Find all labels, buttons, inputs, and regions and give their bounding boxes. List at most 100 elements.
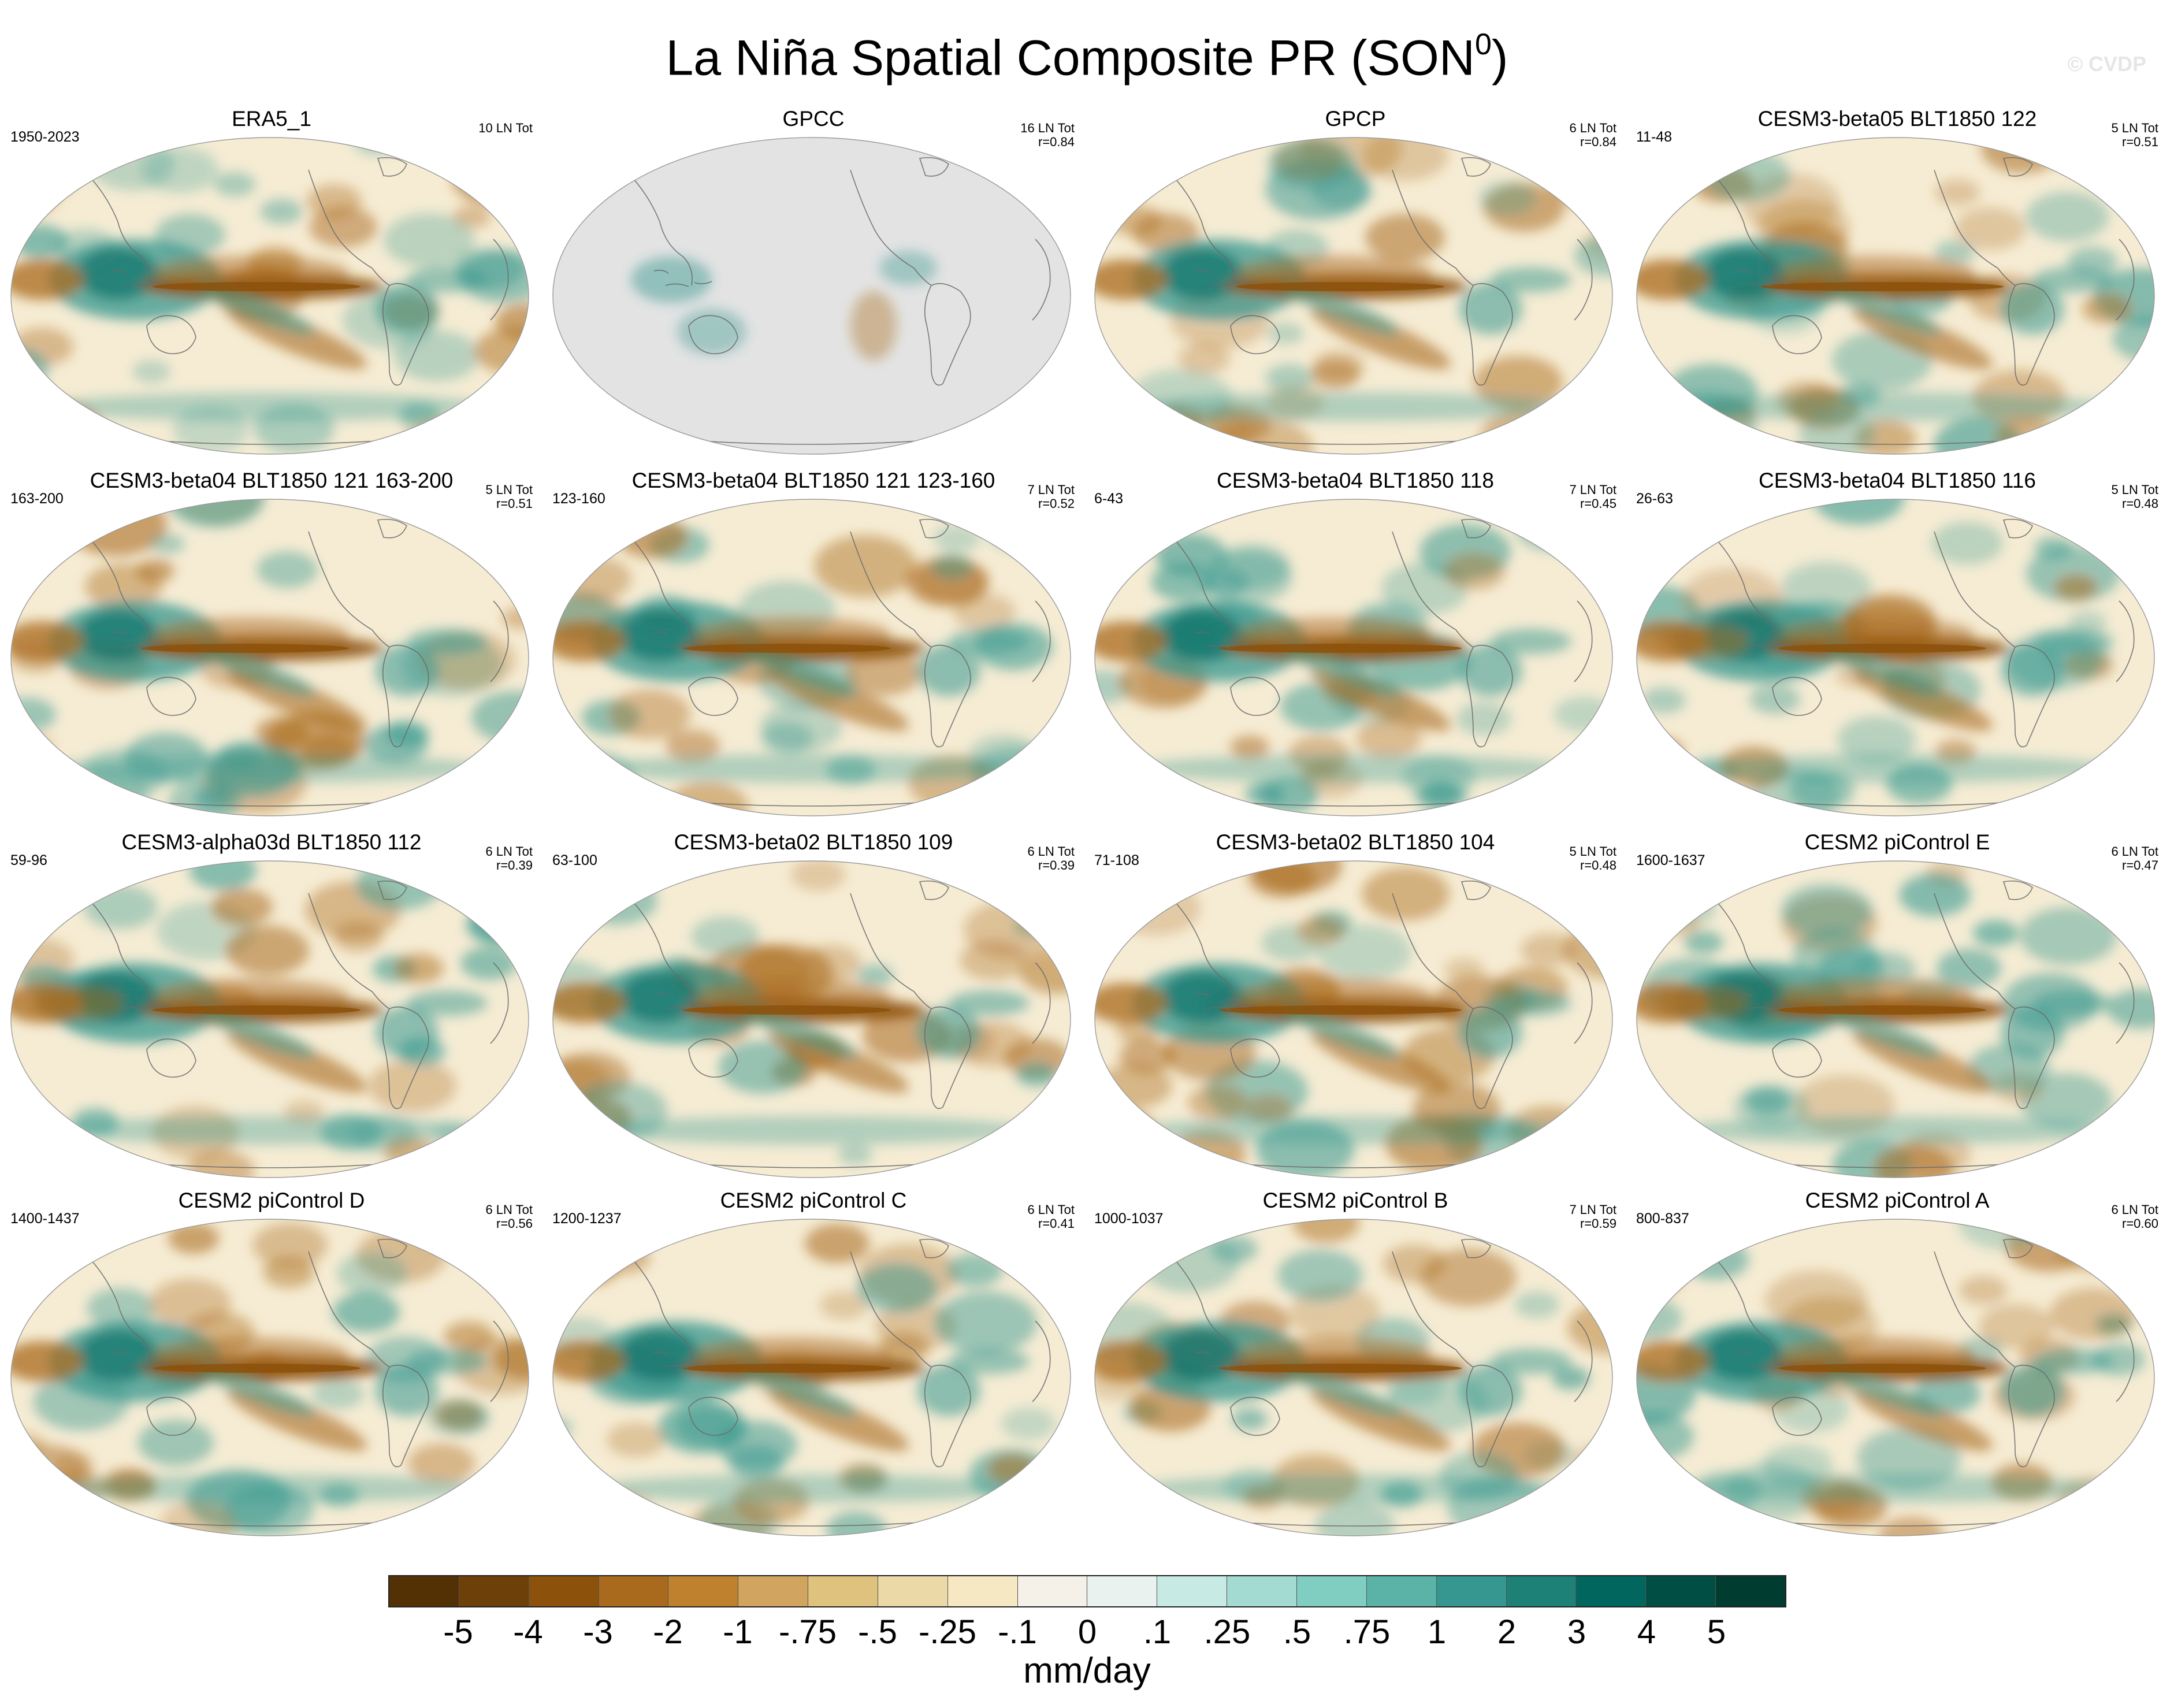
panel-years: 163-200: [10, 491, 64, 507]
map-panel: CESM2 piControl C 1200-1237 6 LN Tot r=0.41: [542, 1186, 1085, 1547]
pattern-correlation: r=0.60: [2122, 1216, 2158, 1231]
colorbar-tick-label: 1: [1427, 1613, 1447, 1651]
event-count: 7 LN Tot: [1027, 482, 1075, 497]
colorbar-swatch: [529, 1576, 599, 1606]
pattern-correlation: r=0.51: [2122, 135, 2158, 149]
colorbar-swatch: [738, 1576, 809, 1606]
panel-stats: 5 LN Tot r=0.48: [1569, 845, 1616, 872]
colorbar-swatch: [389, 1576, 459, 1606]
map-plot: [8, 1217, 532, 1538]
map-panel: CESM3-beta04 BLT1850 121 163-200 163-200 5…: [0, 466, 543, 827]
panel-years: 59-96: [10, 852, 47, 868]
pattern-correlation: r=0.41: [1038, 1216, 1075, 1231]
colorbar-tick-label: .75: [1343, 1613, 1391, 1651]
map-panel: CESM3-beta05 BLT1850 122 11-48 5 LN Tot r=0…: [1626, 104, 2169, 465]
panel-title: CESM3-beta04 BLT1850 118: [1217, 469, 1494, 492]
panel-years: 26-63: [1636, 491, 1673, 507]
panel-years: 1400-1437: [10, 1211, 80, 1227]
panel-stats: 5 LN Tot r=0.51: [2111, 121, 2158, 149]
colorbar-swatch: [1506, 1576, 1577, 1606]
colorbar-swatch: [947, 1576, 1018, 1606]
map-panel: CESM3-beta04 BLT1850 116 26-63 5 LN Tot r=0…: [1626, 466, 2169, 827]
figure-title: La Niña Spatial Composite PR (SON0): [666, 28, 1508, 86]
map-panel: CESM3-beta04 BLT1850 118 6-43 7 LN Tot r=0.…: [1084, 466, 1627, 827]
map-panel: CESM2 piControl A 800-837 6 LN Tot r=0.60: [1626, 1186, 2169, 1547]
colorbar-tick-label: 2: [1497, 1613, 1517, 1651]
panel-stats: 6 LN Tot r=0.39: [1027, 845, 1075, 872]
map-plot: [8, 497, 532, 818]
pattern-correlation: r=0.84: [1580, 135, 1616, 149]
event-count: 6 LN Tot: [485, 1202, 533, 1217]
pattern-correlation: r=0.45: [1580, 496, 1616, 511]
map-plot: [1092, 1217, 1615, 1538]
panel-title: CESM3-beta02 BLT1850 109: [674, 830, 953, 854]
map-panel: CESM2 piControl B 1000-1037 7 LN Tot r=0.59: [1084, 1186, 1627, 1547]
panel-years: 11-48: [1636, 129, 1673, 145]
colorbar-swatch: [1296, 1576, 1367, 1606]
colorbar-swatch: [599, 1576, 669, 1606]
panel-title: CESM3-beta04 BLT1850 121 163-200: [90, 469, 454, 492]
colorbar-swatch: [1087, 1576, 1158, 1606]
pattern-correlation: r=0.39: [496, 858, 533, 872]
panel-years: 1950-2023: [10, 129, 80, 145]
colorbar-swatch: [808, 1576, 878, 1606]
map-plot: [1634, 497, 2157, 818]
colorbar-tick-label: .1: [1143, 1613, 1172, 1651]
panel-years: 123-160: [552, 491, 605, 507]
map-panel: CESM2 piControl D 1400-1437 6 LN Tot r=0.56: [0, 1186, 543, 1547]
panel-stats: 5 LN Tot r=0.51: [485, 483, 533, 511]
colorbar-tick-label: 5: [1707, 1613, 1726, 1651]
colorbar-swatch: [878, 1576, 948, 1606]
panel-stats: 7 LN Tot r=0.59: [1569, 1203, 1616, 1231]
colorbar-swatch: [1017, 1576, 1088, 1606]
map-plot: [1634, 859, 2157, 1180]
colorbar-tick-label: .5: [1283, 1613, 1311, 1651]
panel-title: CESM3-beta05 BLT1850 122: [1757, 107, 2037, 131]
panel-title: GPCP: [1325, 107, 1386, 131]
panel-stats: 6 LN Tot r=0.60: [2111, 1203, 2158, 1231]
map-panel: CESM2 piControl E 1600-1637 6 LN Tot r=0.47: [1626, 827, 2169, 1189]
pattern-correlation: r=0.39: [1038, 858, 1075, 872]
map-plot: [550, 859, 1073, 1180]
pattern-correlation: r=0.56: [496, 1216, 533, 1231]
panel-title: CESM3-beta04 BLT1850 121 123-160: [631, 469, 995, 492]
colorbar-swatch: [459, 1576, 529, 1606]
event-count: 6 LN Tot: [2111, 844, 2158, 859]
panel-title: CESM2 piControl A: [1805, 1189, 1990, 1212]
map-plot: [8, 135, 532, 456]
panel-title: CESM3-alpha03d BLT1850 112: [121, 830, 422, 854]
pattern-correlation: r=0.84: [1038, 135, 1075, 149]
colorbar-tick-label: -4: [513, 1613, 543, 1651]
colorbar-tick-label: -2: [653, 1613, 683, 1651]
event-count: 6 LN Tot: [1569, 121, 1616, 135]
colorbar-tick-label: 3: [1567, 1613, 1586, 1651]
pattern-correlation: r=0.48: [2122, 496, 2158, 511]
panel-stats: 5 LN Tot r=0.48: [2111, 483, 2158, 511]
panel-title: CESM3-beta02 BLT1850 104: [1216, 830, 1495, 854]
event-count: 7 LN Tot: [1569, 1202, 1616, 1217]
colorbar-swatch: [1157, 1576, 1228, 1606]
cvdp-watermark: © CVDP: [2067, 52, 2146, 76]
map-plot: [1634, 1217, 2157, 1538]
colorbar-units: mm/day: [1023, 1651, 1151, 1691]
event-count: 6 LN Tot: [485, 844, 533, 859]
colorbar: [388, 1575, 1786, 1607]
panel-grid: ERA5_1 1950-2023 10 LN Tot GPCC 16 LN Tot r=…: [0, 104, 2169, 1547]
colorbar-swatch: [1366, 1576, 1437, 1606]
panel-years: 6-43: [1094, 491, 1124, 507]
panel-years: 1200-1237: [552, 1211, 622, 1227]
event-count: 7 LN Tot: [1569, 482, 1616, 497]
map-panel: CESM3-beta02 BLT1850 109 63-100 6 LN Tot r=…: [542, 827, 1085, 1189]
panel-stats: 10 LN Tot: [478, 121, 533, 135]
event-count: 5 LN Tot: [1569, 844, 1616, 859]
event-count: 6 LN Tot: [1027, 844, 1075, 859]
colorbar-tick-label: 0: [1077, 1613, 1097, 1651]
panel-stats: 7 LN Tot r=0.52: [1027, 483, 1075, 511]
panel-stats: 6 LN Tot r=0.56: [485, 1203, 533, 1231]
pattern-correlation: r=0.52: [1038, 496, 1075, 511]
map-plot: [1092, 135, 1615, 456]
colorbar-tick-label: -.75: [779, 1613, 837, 1651]
pattern-correlation: r=0.59: [1580, 1216, 1616, 1231]
panel-title: ERA5_1: [232, 107, 311, 131]
panel-stats: 16 LN Tot r=0.84: [1020, 121, 1075, 149]
